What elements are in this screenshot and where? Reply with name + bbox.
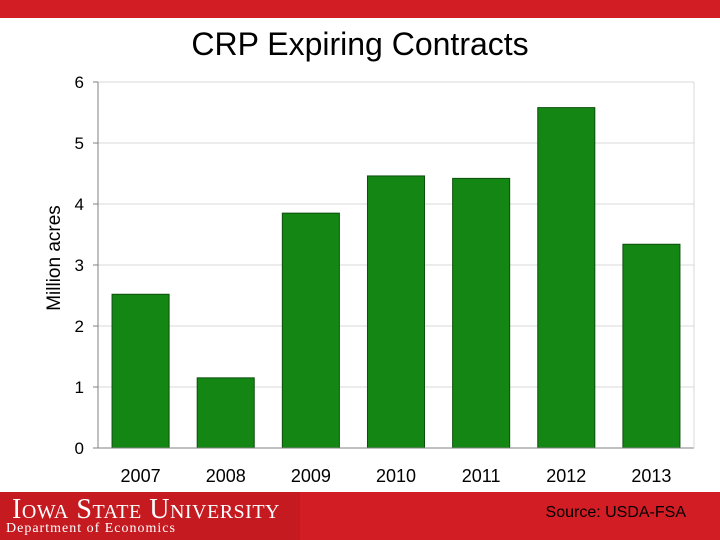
bar-2010 [366, 175, 426, 449]
x-tick-label: 2013 [631, 466, 671, 486]
x-tick-label: 2008 [206, 466, 246, 486]
department-name: Department of Economics [6, 521, 176, 536]
y-tick-label: 1 [75, 378, 84, 397]
y-tick-label: 5 [75, 134, 84, 153]
y-tick-label: 3 [75, 256, 84, 275]
x-tick-label: 2011 [462, 466, 501, 486]
bar-2007 [111, 293, 170, 449]
bar-2013 [622, 243, 681, 449]
x-tick-label: 2012 [546, 466, 586, 486]
x-tick-label: 2007 [121, 466, 161, 486]
top-accent-bar [0, 0, 720, 18]
footer-shade [0, 492, 300, 540]
bar-2011 [452, 177, 511, 449]
x-tick-label: 2009 [291, 466, 331, 486]
bar-chart: 0 1 2 3 4 5 6 2007 2008 2009 2010 2011 2012 2013 Mill… [44, 73, 695, 486]
y-tick-label: 4 [75, 195, 84, 214]
bars [111, 107, 681, 449]
y-tick-label: 2 [75, 317, 84, 336]
tick-labels: 0 1 2 3 4 5 6 2007 2008 2009 2010 2011 2012 2013 [75, 73, 672, 486]
footer-bar: Iowa State University Department of Econ… [0, 492, 720, 540]
chart-title: CRP Expiring Contracts [191, 26, 529, 62]
bar-2009 [281, 212, 340, 449]
y-tick-label: 0 [75, 439, 84, 458]
source-note: Source: USDA-FSA [545, 504, 686, 521]
bar-2012 [537, 107, 596, 449]
university-wordmark: Iowa State University [12, 494, 280, 525]
bar-2008 [196, 377, 255, 449]
y-axis-label: Million acres [44, 205, 65, 311]
x-tick-label: 2010 [376, 466, 416, 486]
y-tick-label: 6 [75, 73, 84, 92]
axes [93, 81, 695, 449]
